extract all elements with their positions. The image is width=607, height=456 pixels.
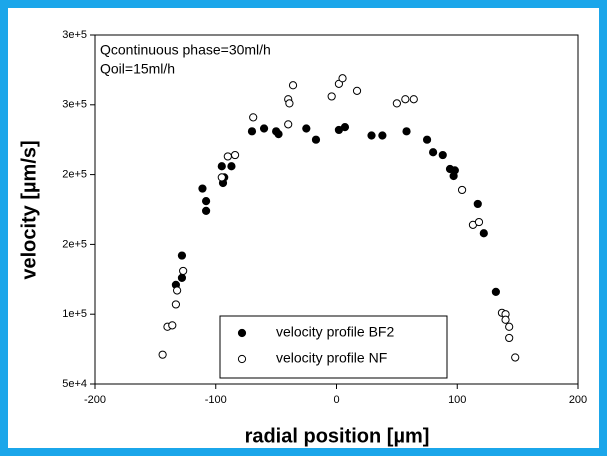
point	[340, 123, 350, 132]
legend-box	[219, 315, 448, 379]
y-tick-label: 1e+5	[62, 308, 87, 320]
point	[511, 353, 520, 362]
y-tick-label: 3e+5	[62, 99, 87, 111]
legend-marker	[237, 354, 247, 364]
point	[230, 150, 240, 160]
point	[438, 150, 447, 160]
point	[473, 199, 482, 209]
point	[450, 166, 459, 175]
point	[409, 95, 418, 104]
point	[259, 124, 269, 133]
point	[201, 197, 211, 206]
y-tick-label: 2e+5	[62, 238, 87, 250]
point	[227, 162, 236, 171]
point	[378, 131, 387, 140]
x-tick-label: -100	[205, 394, 227, 406]
legend-label: velocity profile NF	[276, 350, 387, 366]
point	[171, 300, 181, 309]
panel	[8, 8, 599, 448]
point	[177, 273, 187, 283]
point	[223, 152, 232, 161]
point	[285, 99, 294, 108]
point	[168, 321, 177, 330]
point	[429, 148, 438, 157]
point	[247, 127, 257, 136]
point	[401, 95, 410, 104]
y-tick-label: 3e+5	[62, 29, 87, 41]
point	[311, 135, 321, 144]
point	[288, 81, 298, 90]
point	[422, 135, 432, 144]
point	[274, 130, 283, 139]
point	[334, 79, 344, 88]
point	[173, 286, 182, 295]
point	[179, 266, 188, 276]
y-tick-label: 2e+5	[62, 169, 87, 181]
point	[249, 113, 258, 122]
x-tick-label: 0	[333, 394, 339, 406]
point	[479, 229, 488, 238]
point	[501, 315, 510, 324]
point	[491, 287, 500, 296]
point	[505, 322, 514, 331]
legend-label: velocity profile BF2	[276, 324, 394, 340]
point	[338, 74, 347, 83]
point	[327, 92, 336, 101]
point	[217, 173, 226, 182]
y-tick-label: 5e+4	[62, 378, 87, 390]
point	[352, 86, 362, 95]
point	[177, 251, 187, 260]
x-axis-title: radial position [µm]	[245, 425, 430, 447]
point	[367, 131, 376, 140]
point	[302, 124, 311, 133]
point	[457, 185, 467, 195]
point	[158, 350, 167, 359]
annotation: Qcontinuous phase=30ml/h	[100, 42, 271, 58]
x-tick-label: 100	[448, 394, 466, 406]
point	[392, 99, 401, 108]
x-tick-label: 200	[569, 394, 587, 406]
point	[284, 120, 293, 129]
point	[198, 184, 207, 193]
annotation: Qoil=15ml/h	[100, 61, 175, 77]
point	[402, 127, 411, 136]
point	[217, 162, 226, 171]
point	[474, 217, 484, 227]
y-axis-title: velocity [µm/s]	[18, 140, 40, 279]
x-tick-label: -200	[84, 394, 106, 406]
point	[201, 206, 211, 215]
point	[505, 333, 514, 343]
legend-marker	[237, 328, 247, 338]
